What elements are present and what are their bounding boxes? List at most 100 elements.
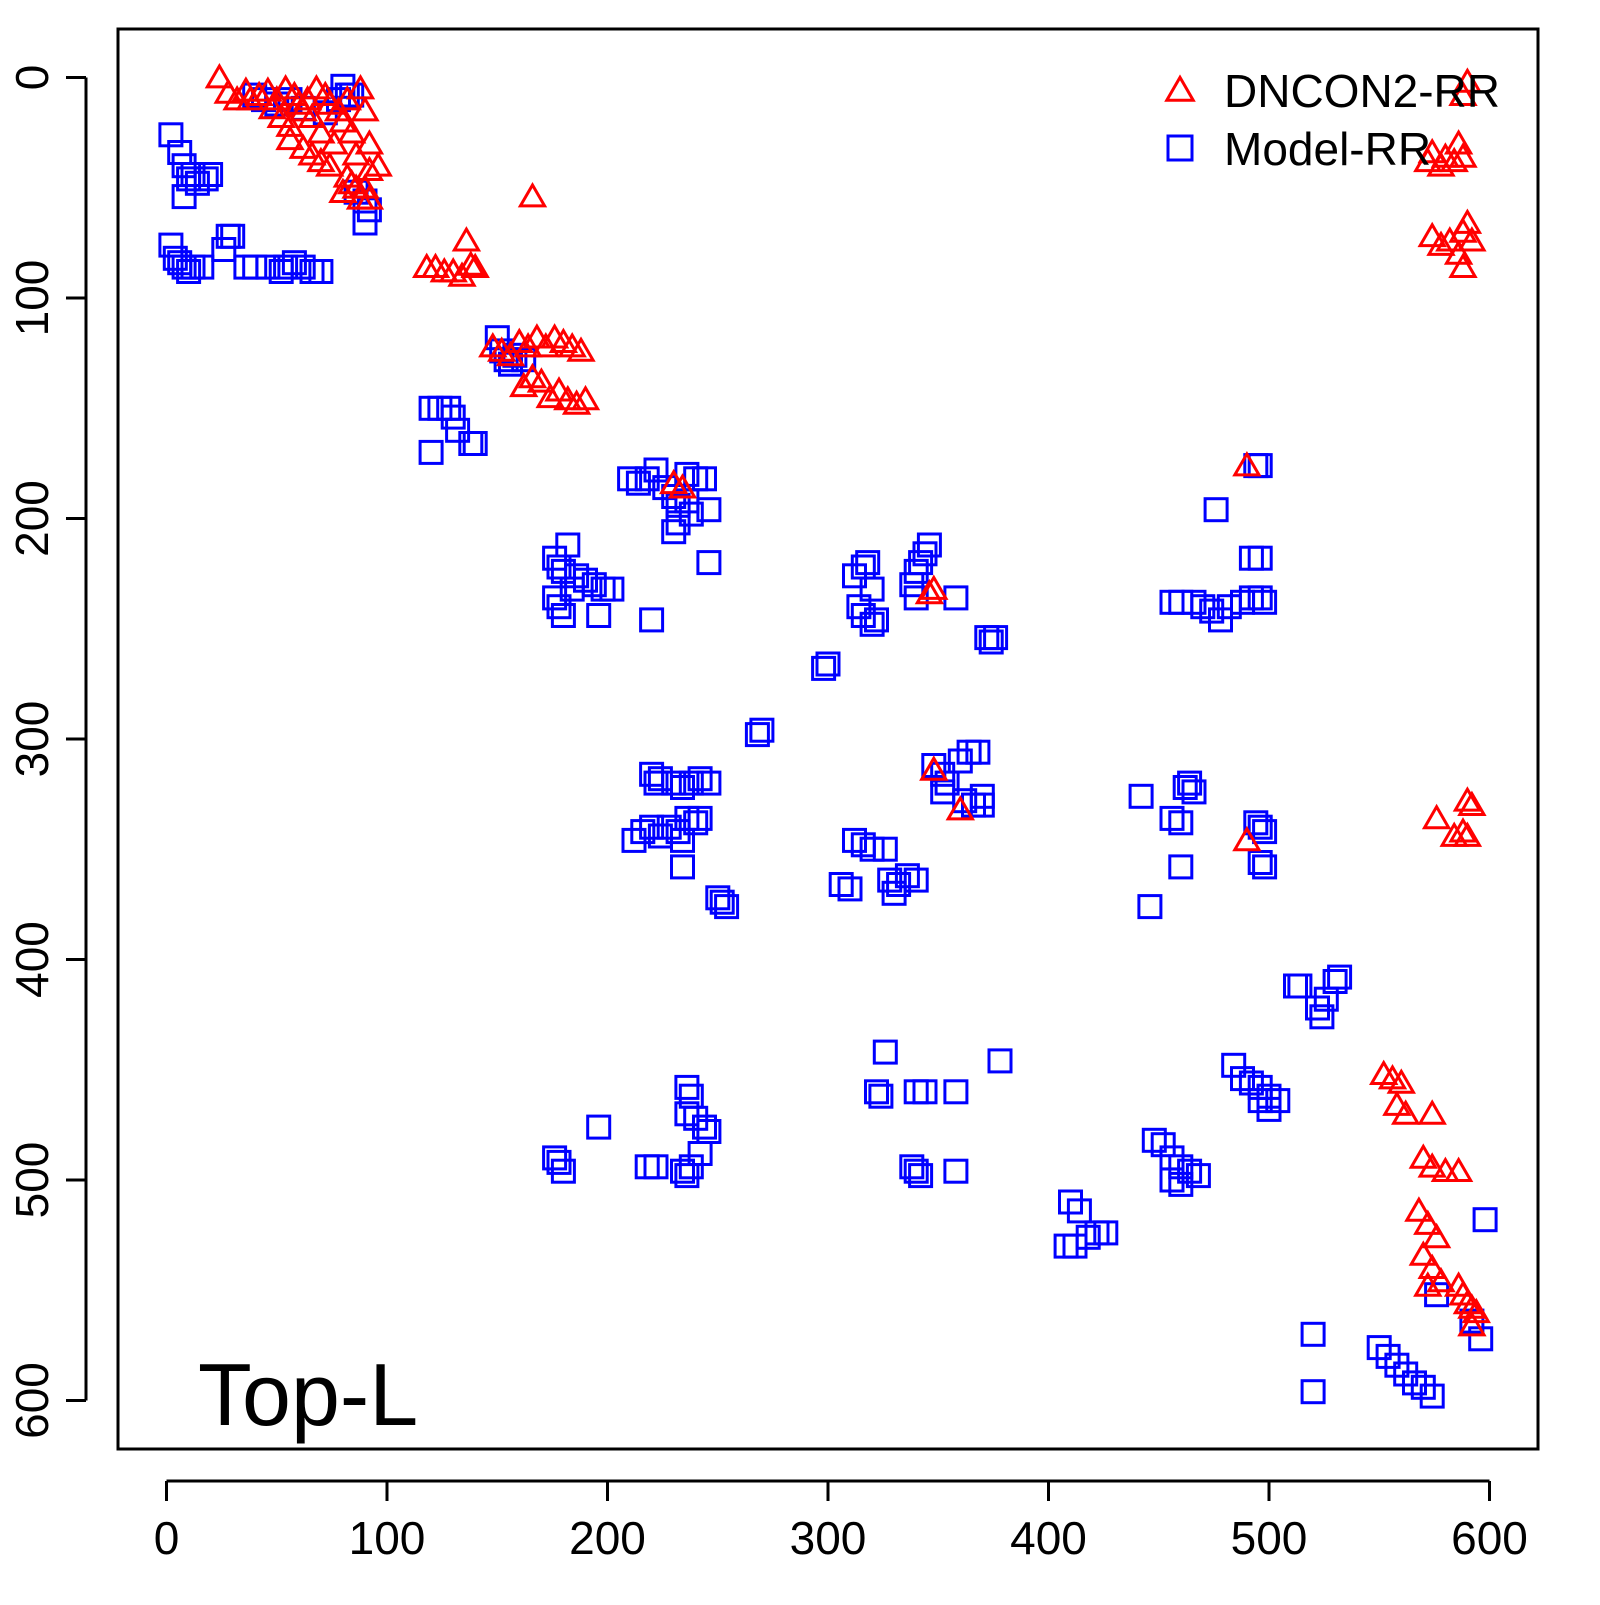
y-axis: 0 100 200 300 400 500 600 — [6, 65, 88, 1439]
square-point — [1238, 545, 1264, 571]
square-point — [943, 585, 969, 611]
triangle-point — [544, 376, 574, 402]
square-point — [1247, 1088, 1273, 1114]
square-point — [1247, 453, 1273, 479]
triangle-point — [253, 76, 283, 102]
square-point — [1313, 986, 1339, 1012]
square-point — [621, 827, 647, 853]
square-point — [630, 819, 656, 845]
square-point — [855, 550, 881, 576]
square-point — [683, 1105, 709, 1131]
series-dncon2-rr — [204, 63, 1492, 1337]
square-point — [1141, 1127, 1167, 1153]
square-point — [273, 254, 299, 280]
x-tick-label: 400 — [1010, 1512, 1087, 1564]
square-point — [670, 775, 695, 800]
square-point — [1419, 1383, 1445, 1409]
square-point — [1247, 850, 1273, 875]
triangle-point — [1417, 137, 1447, 164]
square-point — [1208, 607, 1233, 633]
square-point — [656, 814, 682, 840]
y-tick-label: 200 — [6, 480, 58, 557]
triangle-point — [1408, 1240, 1439, 1266]
square-point — [692, 1114, 717, 1140]
x-tick-label: 0 — [154, 1512, 180, 1564]
square-point — [1384, 1352, 1410, 1378]
square-point — [969, 783, 995, 809]
square-point — [952, 788, 978, 814]
triangle-point — [945, 795, 976, 821]
square-point — [881, 880, 907, 906]
square-point — [930, 761, 956, 787]
triangle-point — [531, 332, 561, 358]
square-point — [842, 563, 867, 589]
square-point — [573, 567, 598, 593]
triangle-point — [1439, 821, 1469, 847]
square-point — [427, 395, 453, 421]
square-point — [546, 1149, 572, 1175]
square-point — [899, 572, 925, 598]
square-point — [639, 607, 665, 633]
square-point — [1300, 1379, 1326, 1405]
square-point — [661, 770, 687, 796]
square-point — [586, 603, 612, 628]
y-tick-label: 500 — [6, 1142, 58, 1219]
triangle-point — [354, 184, 385, 210]
square-point — [687, 805, 713, 831]
square-point — [617, 466, 643, 492]
square-point — [211, 237, 237, 262]
square-point — [1159, 805, 1185, 831]
square-point — [670, 1158, 695, 1184]
triangle-point — [336, 118, 367, 144]
triangle-point — [914, 578, 945, 605]
square-point — [665, 492, 691, 518]
legend-label: Model-RR — [1224, 123, 1431, 175]
triangle-point — [1417, 221, 1447, 248]
square-point — [912, 1079, 938, 1105]
legend: DNCON2-RR Model-RR — [1164, 65, 1500, 175]
triangle-point — [1448, 80, 1478, 106]
square-point — [696, 550, 722, 576]
legend-label: DNCON2-RR — [1224, 65, 1500, 117]
square-point — [1137, 894, 1163, 920]
square-point — [903, 558, 929, 584]
square-point — [1203, 497, 1229, 523]
square-point — [1168, 1171, 1194, 1197]
square-point — [877, 867, 903, 893]
triangle-point — [460, 252, 490, 278]
square-point — [943, 1079, 969, 1105]
triangle-point — [513, 332, 543, 358]
y-tick-label: 600 — [6, 1362, 58, 1439]
square-point — [678, 501, 704, 527]
square-point — [158, 232, 184, 258]
square-point — [850, 603, 876, 628]
corner-annotation: Top-L — [198, 1345, 418, 1444]
triangle-point — [354, 155, 385, 181]
square-point — [903, 867, 929, 893]
square-point — [837, 876, 863, 902]
square-point — [555, 532, 581, 558]
triangle-point — [1457, 1311, 1487, 1337]
triangle-point — [1452, 1288, 1483, 1315]
triangle-point — [1443, 1156, 1474, 1182]
triangle-point — [1382, 1090, 1412, 1116]
plot-frame — [116, 27, 1540, 1451]
square-point — [683, 810, 709, 836]
square-point — [815, 651, 841, 677]
square-point — [255, 254, 281, 280]
square-point — [1159, 1167, 1185, 1193]
points-layer — [158, 63, 1498, 1409]
square-point — [546, 594, 572, 620]
square-point — [1221, 1052, 1247, 1078]
square-point — [1199, 598, 1225, 624]
square-point — [714, 894, 740, 920]
triangle-point — [1457, 790, 1487, 816]
square-point — [356, 197, 382, 223]
triangle-point — [1390, 1099, 1421, 1125]
square-point — [1327, 964, 1353, 990]
square-point — [983, 625, 1009, 651]
square-point — [1150, 1132, 1176, 1158]
triangle-point — [508, 371, 539, 398]
